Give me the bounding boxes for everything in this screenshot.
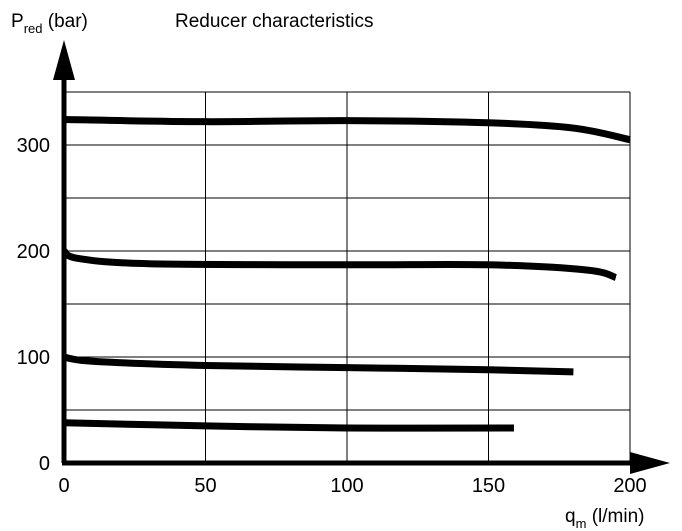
y-axis-label: Pred (bar) <box>11 11 88 36</box>
x-axis-label: qm (l/min) <box>565 506 644 531</box>
y-axis-label-sub: red <box>24 21 43 36</box>
series-group <box>61 116 631 432</box>
x-tick-label-0: 0 <box>58 475 69 497</box>
x-axis-label-unit: (l/min) <box>586 506 644 527</box>
y-axis-label-unit: (bar) <box>42 11 87 32</box>
y-axis-label-main: P <box>11 11 24 32</box>
y-tick-label-100: 100 <box>17 347 50 369</box>
series-line-3 <box>63 353 574 376</box>
y-tick-label-300: 300 <box>17 135 50 157</box>
x-tick-label-100: 100 <box>330 475 363 497</box>
x-axis-arrow <box>630 452 670 474</box>
x-tick-label-150: 150 <box>472 475 505 497</box>
chart-title: Reducer characteristics <box>175 11 374 32</box>
y-axis-arrow <box>53 40 75 80</box>
series-line-1 <box>63 116 631 144</box>
grid <box>64 91 631 463</box>
series-line-4 <box>63 419 514 432</box>
x-tick-label-50: 50 <box>194 475 216 497</box>
x-axis-label-main: q <box>565 506 576 527</box>
x-axis-label-sub: m <box>576 516 587 531</box>
series-line-2 <box>61 247 617 281</box>
y-tick-label-0: 0 <box>39 453 50 475</box>
y-tick-label-200: 200 <box>17 241 50 263</box>
axes <box>53 40 670 474</box>
tick-labels: 0 50 100 150 200 0 100 200 300 <box>17 135 647 497</box>
x-tick-label-200: 200 <box>613 475 646 497</box>
